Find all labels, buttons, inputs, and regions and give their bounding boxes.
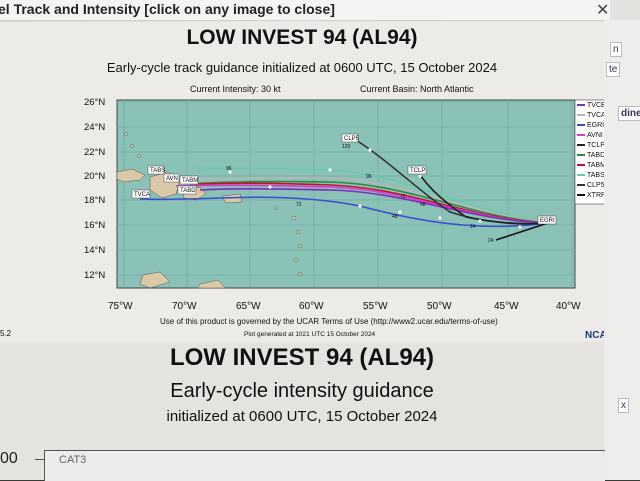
track-tclp <box>417 171 549 225</box>
ncar-logo: NCA <box>585 330 604 341</box>
side-tab-4[interactable]: x <box>618 398 629 413</box>
intensity-title: LOW INVEST 94 (AL94) <box>169 344 435 371</box>
svg-text:26°N: 26°N <box>84 97 105 108</box>
version-label: 5.2 <box>0 329 12 338</box>
track-tvce <box>199 188 549 224</box>
track-tabs <box>195 167 549 224</box>
side-tab-1[interactable]: n <box>610 42 622 57</box>
track-start-labels: TABS TVCA AVN TABM TABD CLP5 TCLP EGRI <box>131 133 557 225</box>
legend-label-tvce: TVCE <box>587 102 604 109</box>
track-map: Current Intensity: 30 kt Current Basin: … <box>0 84 604 341</box>
legend-label-xtrp: XTRP <box>587 192 604 199</box>
svg-text:65°W: 65°W <box>236 301 261 312</box>
svg-text:96: 96 <box>226 166 232 172</box>
model-tracks <box>139 139 549 241</box>
svg-text:TABS: TABS <box>150 168 165 174</box>
svg-text:22°N: 22°N <box>84 147 105 158</box>
cat3-label: CAT3 <box>59 454 87 466</box>
generated-footer: Plot generated at 1021 UTC 15 October 20… <box>244 331 376 338</box>
side-tab-3[interactable]: dine <box>618 106 640 121</box>
svg-text:EGRI: EGRI <box>540 218 555 224</box>
svg-text:48: 48 <box>420 202 426 208</box>
svg-text:50°W: 50°W <box>427 301 452 312</box>
svg-text:72: 72 <box>400 194 406 200</box>
track-markers <box>228 148 522 229</box>
close-icon[interactable]: ✕ <box>596 2 610 19</box>
track-tvca <box>179 176 549 224</box>
intensity-subtitle: Early-cycle intensity guidance <box>170 380 434 402</box>
svg-text:120: 120 <box>342 144 351 150</box>
svg-text:TCLP: TCLP <box>410 168 425 174</box>
svg-text:75°W: 75°W <box>108 301 133 312</box>
legend-label-avni: AVNI <box>587 132 603 139</box>
intensity-axis-value: 00 <box>0 450 18 467</box>
svg-text:24: 24 <box>488 238 494 244</box>
svg-text:TABM: TABM <box>182 178 198 184</box>
terms-footer: Use of this product is governed by the U… <box>160 317 498 326</box>
track-tabd <box>189 180 549 224</box>
svg-text:24: 24 <box>470 224 476 230</box>
legend-label-tabs: TABS <box>587 172 604 179</box>
track-xtrp <box>495 222 549 241</box>
svg-text:12°N: 12°N <box>84 270 105 281</box>
map-legend-items: TVCE TVCA EGRI AVNI TCLP TABD TABM TABS CLP5 XTRP <box>577 102 604 199</box>
intensity-guidance-image[interactable]: LOW INVEST 94 (AL94) Early-cycle intensi… <box>0 342 605 481</box>
current-intensity: Current Intensity: 30 kt <box>190 84 281 94</box>
side-tab-2[interactable]: te <box>606 62 621 77</box>
svg-text:TVCA: TVCA <box>134 192 150 198</box>
svg-text:AVN: AVN <box>166 176 178 182</box>
svg-text:16°N: 16°N <box>84 220 105 231</box>
lon-axis-labels: 75°W 70°W 65°W 60°W 55°W 50°W 45°W 40°W <box>108 301 581 312</box>
track-subtitle: Early-cycle track guidance initialized a… <box>106 60 498 75</box>
svg-text:70°W: 70°W <box>172 301 197 312</box>
forecast-hour-labels: 96 120 72 48 24 96 72 48 24 <box>226 144 494 244</box>
svg-text:48: 48 <box>392 214 398 220</box>
lat-axis-labels: 26°N 24°N 22°N 20°N 18°N 16°N 14°N 12°N <box>84 97 105 281</box>
svg-text:18°N: 18°N <box>84 195 105 206</box>
legend-label-tvca: TVCA <box>587 112 604 119</box>
track-avni <box>175 184 549 224</box>
svg-text:96: 96 <box>366 174 372 180</box>
legend-label-clp5: CLP5 <box>587 182 604 189</box>
svg-text:CLP5: CLP5 <box>344 136 360 142</box>
track-guidance-image[interactable]: LOW INVEST 94 (AL94) Early-cycle track g… <box>0 22 604 342</box>
svg-text:24°N: 24°N <box>84 122 105 133</box>
svg-text:40°W: 40°W <box>556 301 581 312</box>
background-page-strip: n te dine x <box>604 20 640 480</box>
svg-text:45°W: 45°W <box>494 301 519 312</box>
svg-text:20°N: 20°N <box>84 171 105 182</box>
window-title: el Track and Intensity [click on any ima… <box>0 1 335 17</box>
window-titlebar[interactable]: el Track and Intensity [click on any ima… <box>0 0 610 21</box>
track-title: LOW INVEST 94 (AL94) <box>186 26 418 49</box>
svg-text:TABD: TABD <box>180 188 196 194</box>
legend-label-tabd: TABD <box>587 152 604 159</box>
svg-text:72: 72 <box>296 202 302 208</box>
legend-label-tabm: TABM <box>587 162 604 169</box>
y-tick <box>35 459 45 460</box>
intensity-init: initialized at 0600 UTC, 15 October 2024 <box>166 408 438 425</box>
svg-text:14°N: 14°N <box>84 245 105 256</box>
svg-text:55°W: 55°W <box>363 301 388 312</box>
legend-label-tclp: TCLP <box>587 142 604 149</box>
track-egri <box>139 196 549 228</box>
map-legend <box>574 99 604 205</box>
legend-label-egri: EGRI <box>587 122 604 129</box>
intensity-plot-area: CAT3 <box>35 450 605 481</box>
track-tabm <box>195 182 549 224</box>
current-basin: Current Basin: North Atlantic <box>360 84 474 94</box>
svg-text:60°W: 60°W <box>299 301 324 312</box>
